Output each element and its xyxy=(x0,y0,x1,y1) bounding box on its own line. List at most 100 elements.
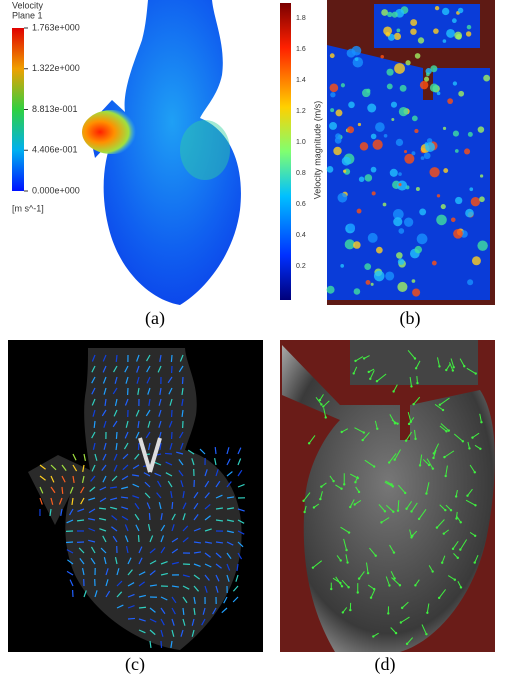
vector xyxy=(80,497,85,505)
speckle xyxy=(403,150,408,154)
vector xyxy=(171,513,176,521)
vector xyxy=(406,501,413,510)
vector-head xyxy=(319,497,322,501)
velocity-vectors xyxy=(302,349,483,646)
speckles xyxy=(326,5,490,297)
vector-head xyxy=(417,517,421,521)
vector-head xyxy=(340,487,343,490)
vector xyxy=(167,376,173,384)
vector xyxy=(413,396,421,405)
vector-head xyxy=(398,584,402,587)
caption: (a) xyxy=(145,308,165,329)
vector xyxy=(426,458,434,469)
tick-label: 0.8 xyxy=(296,170,306,177)
vector xyxy=(169,398,173,406)
vector xyxy=(171,501,174,510)
speckle xyxy=(450,217,456,223)
vector xyxy=(215,494,223,499)
vector xyxy=(76,519,85,522)
vector xyxy=(160,572,168,576)
vector xyxy=(137,534,140,543)
vector-head xyxy=(347,531,351,534)
vector xyxy=(215,469,219,477)
vector xyxy=(439,397,450,406)
speckle xyxy=(397,258,405,265)
speckle xyxy=(341,156,351,166)
vector xyxy=(199,448,206,455)
vector xyxy=(160,629,164,637)
vector xyxy=(391,577,401,586)
vector xyxy=(407,349,416,359)
vector xyxy=(182,525,189,532)
vector-head xyxy=(392,390,395,393)
vector xyxy=(69,486,74,494)
vector xyxy=(124,535,129,543)
heart-model xyxy=(88,0,241,305)
speckle xyxy=(433,28,439,34)
vector-head xyxy=(427,463,431,467)
speckle xyxy=(471,256,481,266)
speckle xyxy=(396,180,408,191)
speckle xyxy=(364,263,372,270)
vector xyxy=(204,563,212,568)
speckle xyxy=(470,197,481,207)
vector xyxy=(94,590,98,598)
vector xyxy=(366,562,369,574)
speckle xyxy=(479,174,484,178)
vector xyxy=(170,491,173,499)
vector-head xyxy=(307,442,311,445)
vector xyxy=(226,458,231,466)
vector xyxy=(114,398,118,406)
vector xyxy=(160,596,168,601)
vector xyxy=(204,574,210,581)
vector xyxy=(384,481,394,487)
vector xyxy=(156,492,162,499)
vector xyxy=(99,517,107,521)
vector-head xyxy=(405,507,408,510)
vector-head xyxy=(387,461,391,464)
vector xyxy=(157,365,162,373)
vector xyxy=(322,400,330,407)
vector xyxy=(134,453,140,460)
vector xyxy=(193,551,202,554)
speckle xyxy=(392,208,404,220)
vector-head xyxy=(347,586,350,589)
vector xyxy=(50,464,57,471)
vector xyxy=(459,539,468,550)
speckle xyxy=(419,208,427,216)
vector xyxy=(90,475,96,482)
speckle xyxy=(381,9,389,16)
vector xyxy=(39,464,46,470)
vector xyxy=(400,616,410,623)
vector-head xyxy=(474,504,477,507)
vector xyxy=(149,618,157,623)
speckle xyxy=(458,90,465,97)
vector xyxy=(147,524,151,532)
vector xyxy=(66,570,74,576)
vector xyxy=(116,591,123,598)
speckle xyxy=(396,252,403,259)
vector xyxy=(83,453,86,461)
vector xyxy=(459,358,465,367)
vector xyxy=(193,585,200,592)
vector-head xyxy=(362,431,366,434)
vector xyxy=(39,497,43,505)
vector xyxy=(178,365,184,373)
vector xyxy=(409,376,412,387)
vector xyxy=(181,398,184,407)
speckle xyxy=(326,285,335,294)
vector xyxy=(135,409,140,417)
vector-head xyxy=(394,631,398,635)
valve-leaflet xyxy=(138,437,162,473)
vector xyxy=(214,446,217,455)
vector-head xyxy=(357,490,361,494)
vector-head xyxy=(456,556,459,560)
vector-head xyxy=(412,402,415,406)
vector-head xyxy=(369,596,373,599)
vector xyxy=(226,574,230,582)
vector xyxy=(72,453,77,461)
vector xyxy=(453,433,464,442)
vector xyxy=(78,547,85,554)
speckle xyxy=(404,153,415,164)
vector-head xyxy=(332,479,335,483)
